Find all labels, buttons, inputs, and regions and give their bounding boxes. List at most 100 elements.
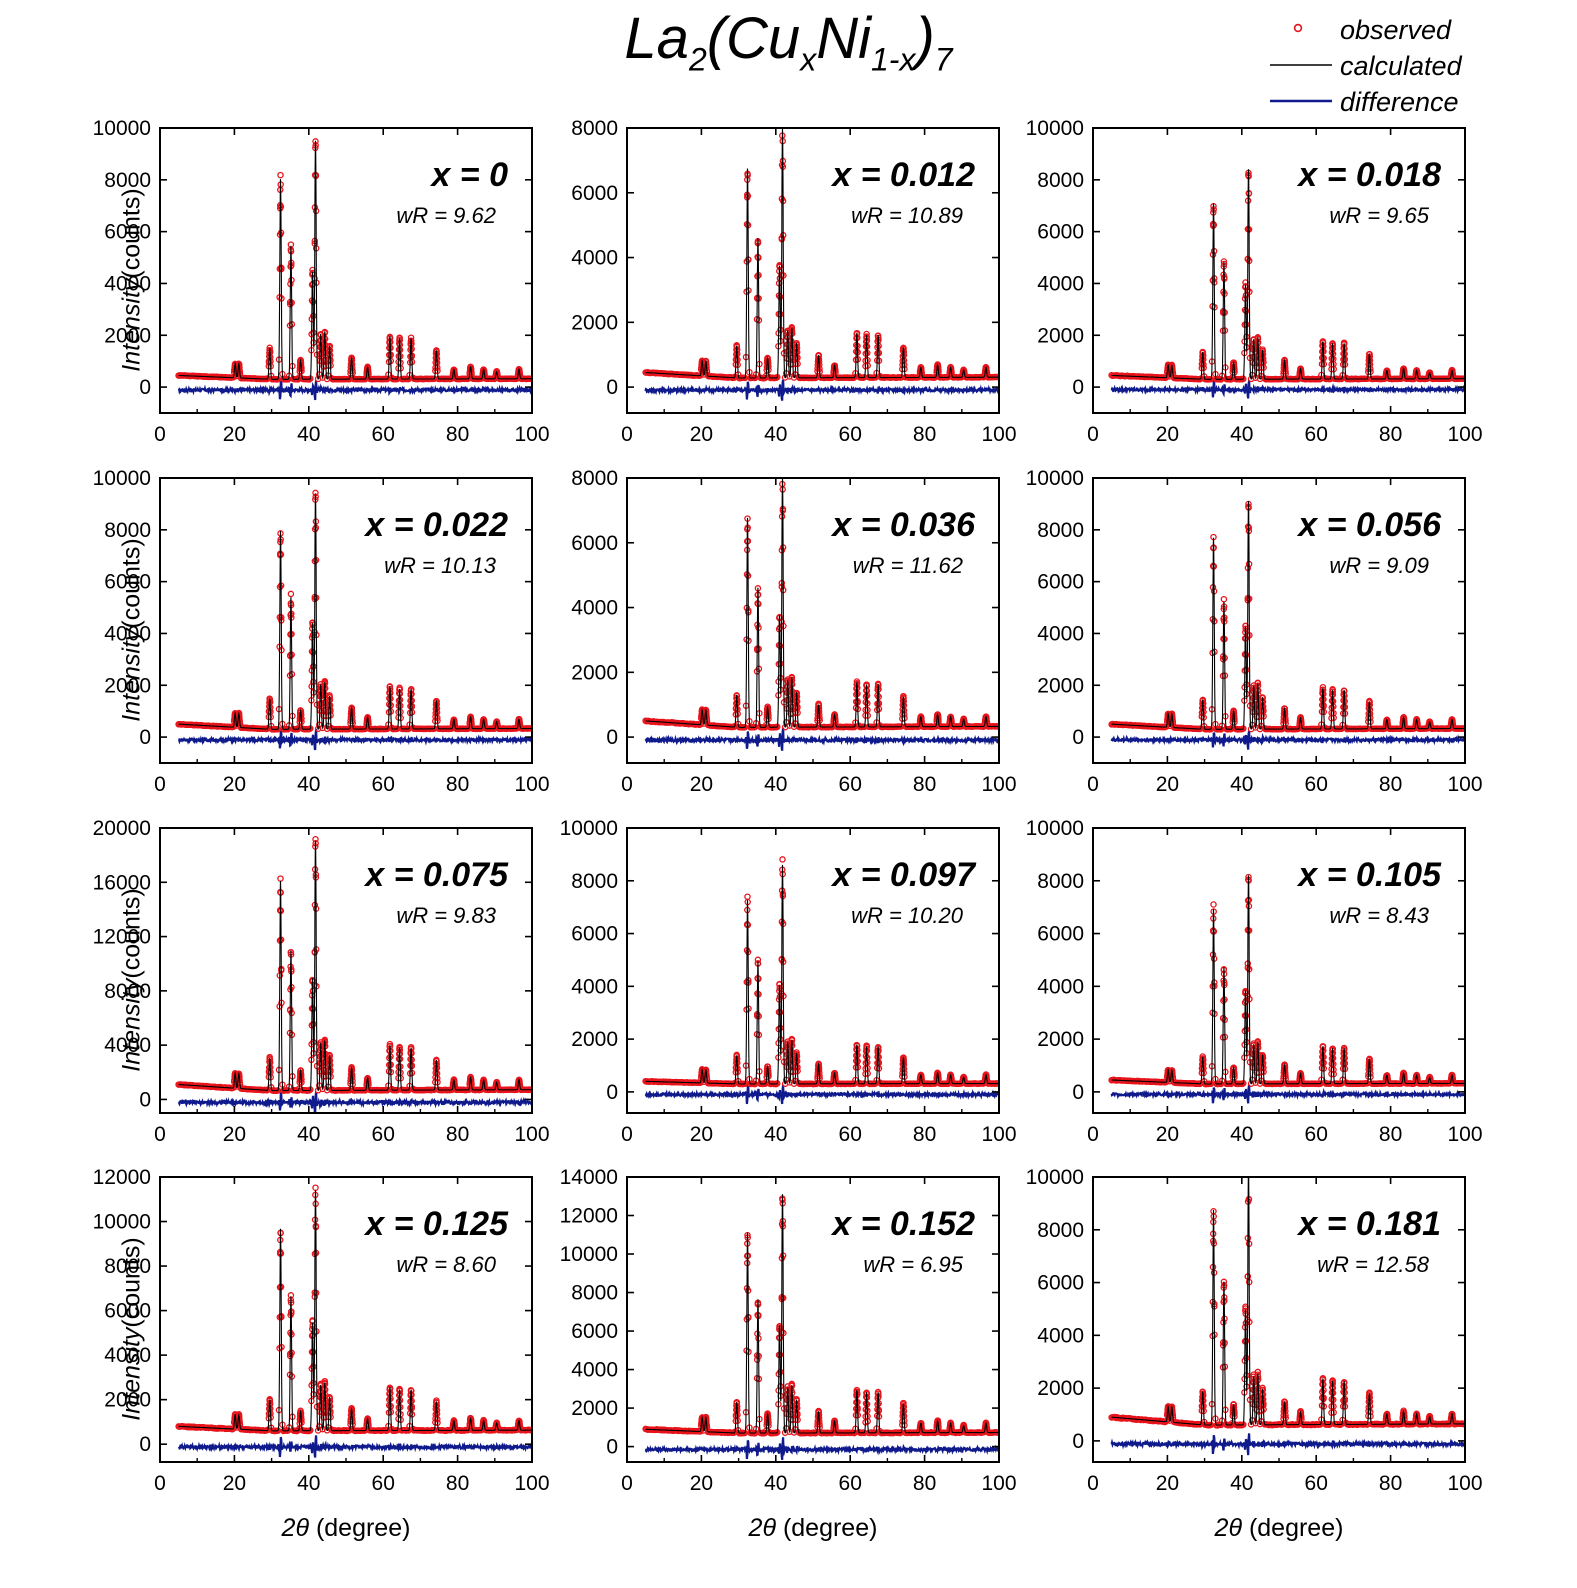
- panel-composition-label: x = 0.036: [830, 506, 976, 544]
- y-tick-label: 2000: [571, 1028, 618, 1051]
- x-tick-label: 0: [1087, 423, 1099, 446]
- panel-wr-label: wR = 10.89: [851, 203, 963, 228]
- title-sub-1-x: 1-x: [870, 41, 916, 78]
- y-tick-label: 0: [606, 726, 618, 749]
- x-tick-label: 40: [297, 1123, 320, 1146]
- x-tick-label: 60: [372, 1123, 395, 1146]
- observed-point: [779, 856, 786, 863]
- x-tick-label: 100: [514, 773, 549, 796]
- legend-difference: difference: [1270, 84, 1570, 120]
- y-tick-label: 0: [606, 1081, 618, 1104]
- y-tick-label: 8000: [571, 870, 618, 893]
- y-tick-label: 0: [606, 376, 618, 399]
- x-tick-label: 80: [1379, 423, 1402, 446]
- y-tick-label: 8000: [1037, 169, 1084, 192]
- x-tick-label: 0: [621, 1123, 633, 1146]
- y-tick-label: 0: [1072, 376, 1084, 399]
- figure-title: La2(CuxNi1-x)7: [0, 10, 1577, 76]
- difference-series: [644, 1082, 999, 1105]
- panel-wr-label: wR = 9.83: [396, 903, 496, 928]
- y-tick-label: 6000: [104, 221, 151, 244]
- x-tick-label: 80: [446, 423, 469, 446]
- y-tick-label: 4000: [1037, 622, 1084, 645]
- y-tick-label: 4000: [1037, 272, 1084, 295]
- x-tick-label: 100: [981, 1123, 1016, 1146]
- x-tick-label: 100: [981, 773, 1016, 796]
- x-tick-label: 60: [839, 423, 862, 446]
- difference-series: [644, 379, 999, 401]
- plot-area: [1108, 873, 1465, 1104]
- difference-line-icon: [1270, 99, 1332, 103]
- panel-wr-label: wR = 10.20: [851, 903, 964, 928]
- x-tick-label: 100: [514, 1123, 549, 1146]
- x-tick-label: 80: [913, 1123, 936, 1146]
- calculated-series: [645, 128, 999, 379]
- panel-composition-label: x = 0.075: [363, 856, 509, 894]
- y-tick-label: 4000: [571, 247, 618, 270]
- x-tick-label: 40: [764, 1123, 787, 1146]
- x-tick-label: 0: [154, 423, 166, 446]
- difference-series: [644, 727, 999, 751]
- title-sub-7: 7: [934, 41, 953, 78]
- x-tick-label: 20: [223, 1123, 246, 1146]
- observed-marker-icon: [1293, 23, 1303, 33]
- panel-composition-label: x = 0: [429, 156, 508, 194]
- observed-point: [277, 171, 284, 179]
- plot-area: [642, 470, 999, 751]
- y-tick-label: 0: [139, 726, 151, 749]
- y-tick-label: 10000: [93, 117, 151, 140]
- observed-point: [780, 470, 785, 475]
- observed-point: [744, 893, 751, 900]
- x-tick-label: 40: [297, 773, 320, 796]
- calculated-line-icon: [1270, 64, 1332, 66]
- x-tick-label: 0: [154, 773, 166, 796]
- x-tick-label: 20: [223, 773, 246, 796]
- panel-wr-label: wR = 9.65: [1329, 203, 1429, 228]
- y-tick-label: 4000: [104, 622, 151, 645]
- legend: observed calculated difference: [1270, 12, 1570, 120]
- plot-area: [1108, 169, 1465, 399]
- x-tick-label: 0: [154, 1123, 166, 1146]
- y-tick-label: 8000: [104, 519, 151, 542]
- x-tick-label: 40: [764, 773, 787, 796]
- legend-calculated: calculated: [1270, 48, 1570, 84]
- x-tick-label: 20: [690, 423, 713, 446]
- calculated-series: [645, 864, 999, 1085]
- y-tick-label: 10000: [1026, 117, 1084, 140]
- y-tick-label: 2000: [1037, 324, 1084, 347]
- calculated-series: [645, 478, 999, 728]
- y-tick-label: 4000: [104, 272, 151, 295]
- x-tick-label: 20: [690, 1123, 713, 1146]
- y-tick-label: 10000: [1026, 467, 1084, 490]
- panel-composition-label: x = 0.056: [1296, 506, 1442, 544]
- y-tick-label: 10000: [93, 467, 151, 490]
- calculated-series: [1111, 501, 1465, 730]
- y-tick-label: 6000: [104, 571, 151, 594]
- difference-series: [1110, 730, 1465, 750]
- plot-area: [175, 489, 532, 751]
- x-tick-label: 60: [372, 423, 395, 446]
- x-tick-label: 100: [981, 423, 1016, 446]
- y-tick-label: 6000: [571, 923, 618, 946]
- x-tick-label: 40: [297, 423, 320, 446]
- x-tick-label: 40: [1230, 423, 1253, 446]
- x-tick-label: 80: [913, 423, 936, 446]
- y-tick-label: 2000: [571, 311, 618, 334]
- legend-observed: observed: [1270, 12, 1570, 48]
- y-tick-label: 0: [139, 376, 151, 399]
- x-tick-label: 20: [1156, 773, 1179, 796]
- difference-series: [177, 380, 532, 401]
- y-tick-label: 8000: [104, 169, 151, 192]
- x-tick-label: 0: [621, 773, 633, 796]
- panel-wr-label: wR = 9.62: [396, 203, 496, 228]
- panel-composition-label: x = 0.018: [1296, 156, 1441, 194]
- calculated-series: [178, 493, 532, 730]
- legend-observed-label: observed: [1340, 15, 1452, 45]
- legend-difference-label: difference: [1340, 87, 1459, 117]
- title-close: ): [915, 6, 935, 71]
